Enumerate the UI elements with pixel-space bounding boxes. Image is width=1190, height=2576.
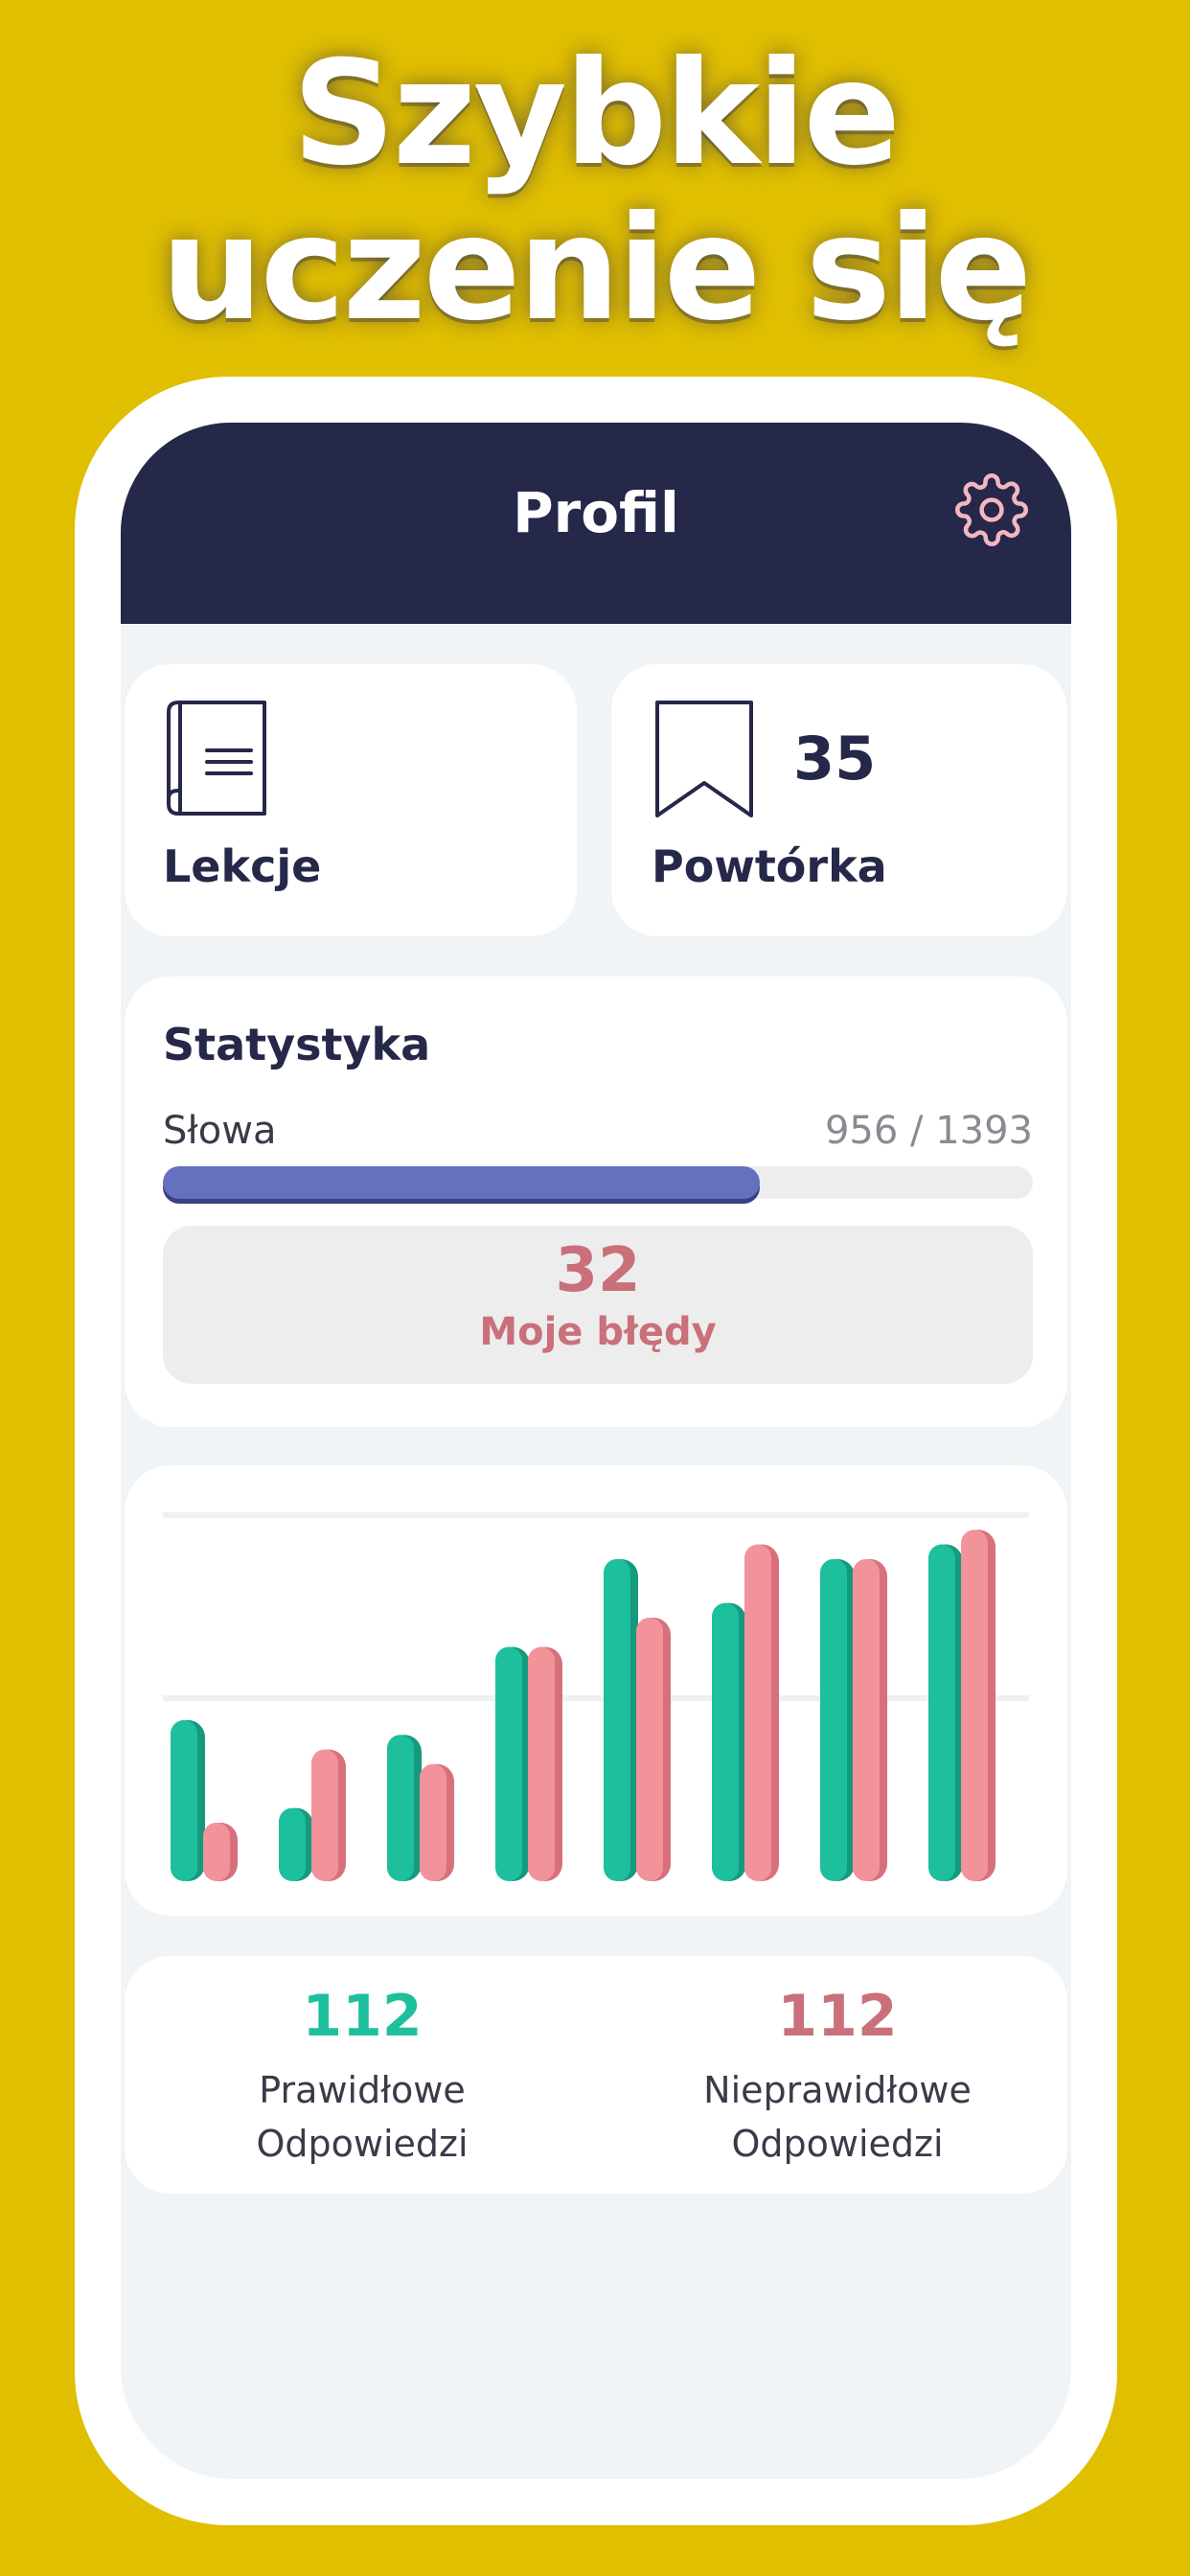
correct-count: 112 bbox=[302, 1983, 423, 2050]
chart-bar-incorrect bbox=[528, 1646, 562, 1881]
chart-bar-incorrect bbox=[744, 1544, 779, 1881]
chart-bar-correct bbox=[928, 1544, 963, 1881]
chart-bar-correct bbox=[712, 1602, 746, 1881]
lessons-label: Lekcje bbox=[163, 840, 322, 892]
top-bar: Profil bbox=[121, 423, 1071, 624]
chart-bar-incorrect bbox=[853, 1558, 887, 1881]
correct-answers: 112 Prawidłowe Odpowiedzi bbox=[125, 1956, 600, 2171]
review-tile[interactable]: 35 Powtórka bbox=[611, 664, 1067, 936]
correct-label-line-1: Prawidłowe bbox=[259, 2069, 466, 2111]
errors-count: 32 bbox=[555, 1235, 641, 1306]
app-screen: Profil Lekcje 35 Powtórka bbox=[121, 423, 1071, 2479]
chart-bar-correct bbox=[387, 1735, 422, 1881]
words-progress-fill bbox=[163, 1166, 761, 1199]
book-icon bbox=[167, 701, 266, 816]
gear-icon[interactable] bbox=[954, 472, 1029, 547]
words-progress-bar bbox=[163, 1166, 1033, 1199]
incorrect-label-line-2: Odpowiedzi bbox=[731, 2123, 944, 2165]
incorrect-label: Nieprawidłowe Odpowiedzi bbox=[600, 2063, 1071, 2171]
correct-label-line-2: Odpowiedzi bbox=[256, 2123, 469, 2165]
errors-label: Moje błędy bbox=[479, 1310, 717, 1354]
incorrect-count: 112 bbox=[777, 1983, 898, 2050]
chart-bar-correct bbox=[279, 1807, 313, 1881]
review-label: Powtórka bbox=[652, 840, 887, 892]
chart-bar-incorrect bbox=[203, 1822, 238, 1881]
page-title: Profil bbox=[513, 480, 679, 545]
my-errors-button[interactable]: 32 Moje błędy bbox=[163, 1226, 1033, 1384]
chart-bar-incorrect bbox=[420, 1763, 454, 1881]
review-count: 35 bbox=[793, 724, 877, 794]
chart-bar-correct bbox=[171, 1719, 205, 1881]
bookmark-icon bbox=[655, 701, 753, 817]
chart-bar-correct bbox=[604, 1558, 638, 1881]
statistics-card: Statystyka Słowa 956 / 1393 32 Moje błęd… bbox=[125, 977, 1067, 1427]
incorrect-label-line-1: Nieprawidłowe bbox=[703, 2069, 972, 2111]
chart-bar-incorrect bbox=[311, 1749, 346, 1881]
correct-label: Prawidłowe Odpowiedzi bbox=[125, 2063, 600, 2171]
answers-chart-card bbox=[125, 1465, 1067, 1916]
headline-line-1: Szybkie bbox=[291, 31, 901, 197]
incorrect-answers: 112 Nieprawidłowe Odpowiedzi bbox=[600, 1956, 1071, 2171]
phone-frame: Profil Lekcje 35 Powtórka bbox=[75, 377, 1117, 2525]
answers-bar-chart bbox=[163, 1512, 1029, 1881]
words-label: Słowa bbox=[163, 1109, 277, 1153]
chart-bar-incorrect bbox=[961, 1530, 995, 1881]
chart-bar-incorrect bbox=[636, 1617, 671, 1881]
statistics-title: Statystyka bbox=[163, 1019, 431, 1070]
headline-line-2: uczenie się bbox=[160, 186, 1032, 353]
chart-bar-correct bbox=[820, 1558, 855, 1881]
words-value: 956 / 1393 bbox=[824, 1109, 1033, 1153]
lessons-tile[interactable]: Lekcje bbox=[125, 664, 577, 936]
answers-summary-card: 112 Prawidłowe Odpowiedzi 112 Nieprawidł… bbox=[125, 1956, 1067, 2194]
chart-bar-correct bbox=[495, 1646, 530, 1881]
headline: Szybkie uczenie się bbox=[0, 36, 1190, 347]
